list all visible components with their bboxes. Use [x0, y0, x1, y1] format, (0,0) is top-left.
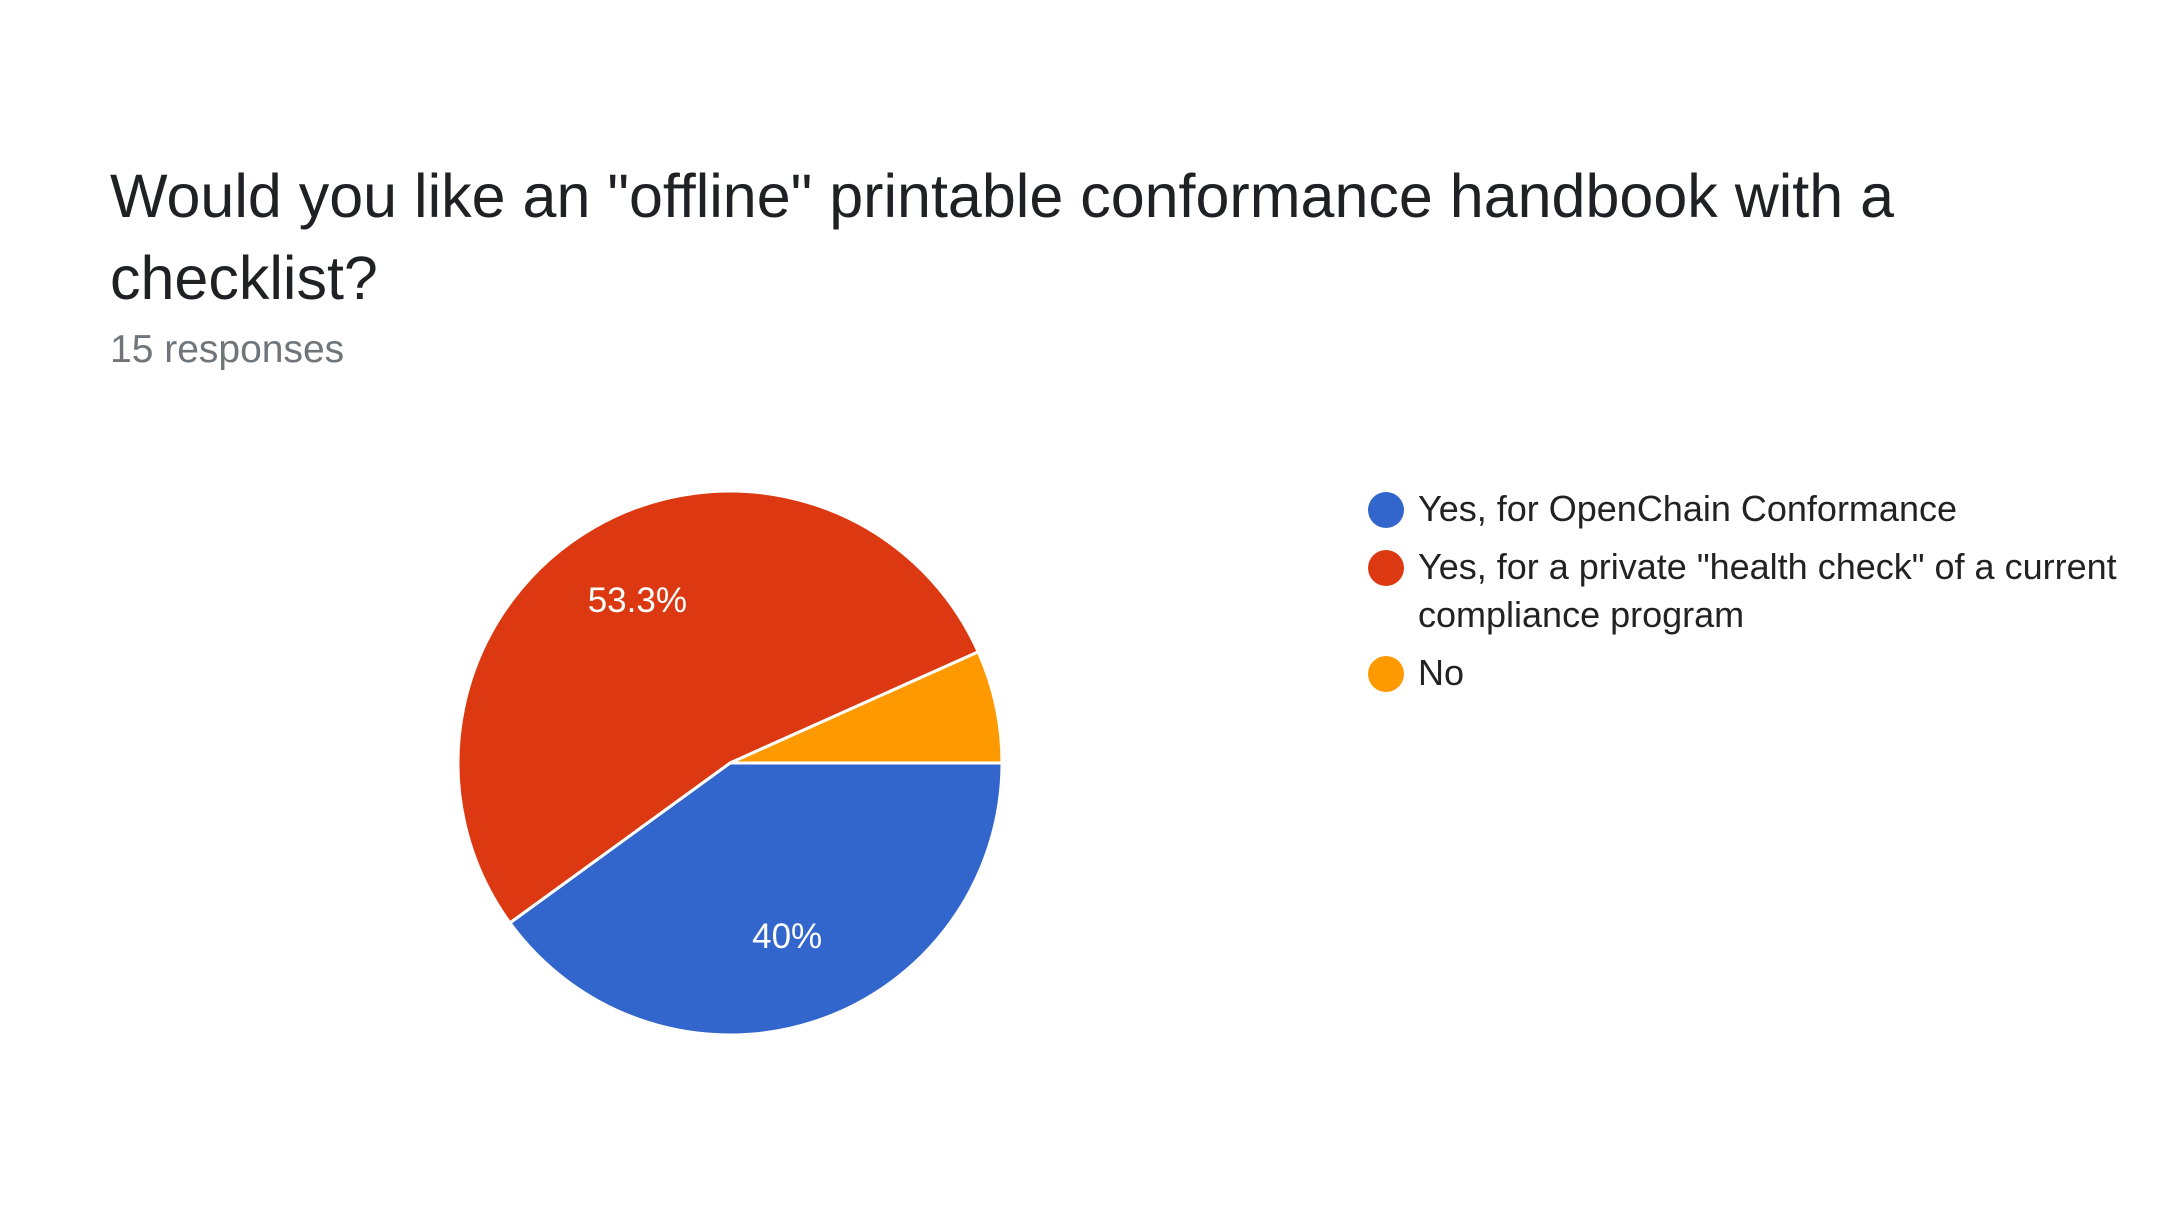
pie-slice-health-check[interactable]	[456, 489, 981, 925]
legend-item-no[interactable]: No	[1368, 649, 2128, 697]
legend-swatch-blue	[1368, 492, 1404, 528]
legend-item-openchain-conformance[interactable]: Yes, for OpenChain Conformance	[1368, 485, 2128, 533]
pie-slice-no[interactable]	[729, 649, 1004, 765]
legend-label: Yes, for OpenChain Conformance	[1418, 488, 1957, 529]
pie-slice-openchain-conformance[interactable]	[507, 761, 1004, 1037]
legend-swatch-red	[1368, 550, 1404, 586]
legend-label: No	[1418, 652, 1465, 693]
legend-swatch-orange	[1368, 656, 1404, 692]
response-count: 15 responses	[110, 328, 345, 371]
legend: Yes, for OpenChain Conformance Yes, for …	[1368, 485, 2128, 707]
legend-item-health-check[interactable]: Yes, for a private "health check" of a c…	[1368, 543, 2128, 639]
question-title: Would you like an "offline" printable co…	[110, 162, 1895, 312]
legend-label: Yes, for a private "health check" of a c…	[1418, 546, 2117, 635]
pie-label-health-check: 53.3%	[588, 581, 687, 620]
pie-label-openchain-conformance: 40%	[752, 917, 822, 956]
